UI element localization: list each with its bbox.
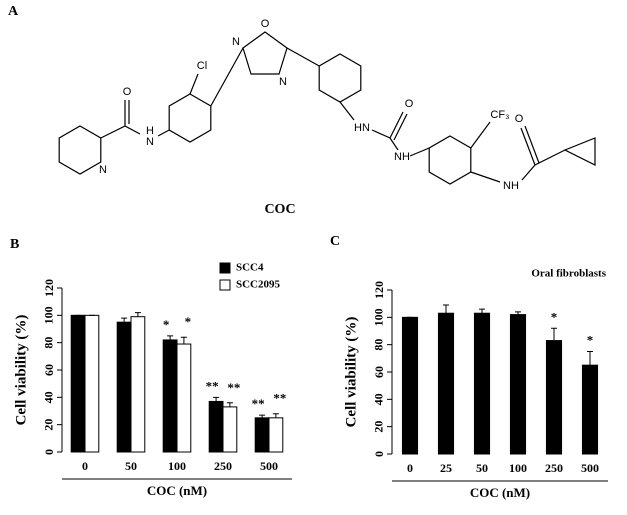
atom-label: N [362,122,370,134]
panel-label: B [10,237,19,252]
y-tick-label: 120 [42,279,56,297]
legend-label: SCC4 [236,262,264,274]
bar [162,339,178,453]
significance-mark: ** [206,378,219,393]
chart-title: Oral fibroblasts [531,268,606,280]
bar [116,321,132,453]
bar [208,400,224,453]
y-tick-label: 80 [372,339,386,351]
y-tick-label: 40 [42,391,56,403]
x-tick-label: 250 [214,459,232,473]
x-tick-label: 25 [440,461,452,475]
error-bar [515,311,521,315]
error-bar [272,413,279,418]
error-bar [167,335,174,340]
chemical-structure: O N H N Cl O N N H N O N H CF₃ N H O [58,18,596,192]
atom-label: N [503,180,511,192]
atom-label: O [515,113,524,125]
x-tick-label: 0 [82,459,88,473]
bar [509,314,527,455]
legend-label: SCC2095 [236,279,281,291]
atom-label: N [394,151,402,163]
legend-swatch [219,262,231,274]
error-bar [121,317,128,323]
x-tick-label: 100 [509,461,527,475]
compound-name: COC [264,202,295,217]
significance-mark: * [163,317,170,332]
atom-label: O [123,86,132,98]
x-tick-label: 50 [125,459,137,473]
bar [545,340,563,455]
bar [222,406,238,453]
atom-label: H [146,125,154,137]
atom-label: H [354,122,362,134]
atom-label: Cl [197,60,207,72]
bar [84,314,100,453]
atom-label: O [405,98,414,110]
error-bar [226,402,233,407]
bar [437,312,455,455]
y-tick-label: 100 [372,308,386,326]
bar [130,316,146,453]
significance-mark: * [185,314,192,329]
error-bar [443,304,449,314]
y-tick-label: 80 [42,337,56,349]
y-axis-label: Cell viability (%) [13,315,29,426]
bar [473,312,491,455]
bar [401,316,419,455]
panel-label: C [330,234,340,249]
bar [176,343,192,453]
x-axis-label: COC (nM) [147,483,207,498]
significance-mark: * [587,332,594,347]
error-bar [259,414,266,418]
bar [254,417,270,453]
y-tick-label: 0 [42,449,56,455]
bar [268,417,284,453]
significance-mark: ** [252,396,265,411]
x-tick-label: 50 [476,461,488,475]
error-bar [551,327,557,341]
error-bar [587,351,593,366]
error-bar [134,312,141,317]
y-tick-label: 40 [372,393,386,405]
atom-label: H [511,180,519,192]
y-tick-label: 20 [42,419,56,431]
atom-label: N [146,136,154,148]
atom-label: H [402,151,410,163]
x-tick-label: 100 [168,459,186,473]
x-tick-label: 500 [581,461,599,475]
error-bar [213,396,220,402]
y-tick-label: 60 [372,366,386,378]
atom-label: N [232,36,240,48]
x-tick-label: 250 [545,461,563,475]
bar [581,364,599,455]
panel-label: A [8,4,19,19]
bar [70,314,86,453]
y-tick-label: 20 [372,421,386,433]
x-tick-label: 500 [260,459,278,473]
y-tick-label: 120 [372,281,386,299]
atom-label: N [99,164,107,176]
y-tick-label: 60 [42,364,56,376]
significance-mark: ** [273,391,286,406]
atom-label: O [261,18,270,30]
error-bar [479,308,485,314]
y-tick-label: 100 [42,306,56,324]
legend-swatch [219,279,231,291]
error-bar [180,336,187,345]
atom-label: N [279,76,287,88]
y-tick-label: 0 [372,451,386,457]
x-tick-label: 0 [407,461,413,475]
significance-mark: ** [227,380,240,395]
x-axis-label: COC (nM) [470,485,530,500]
significance-mark: * [551,309,558,324]
y-axis-label: Cell viability (%) [343,317,359,428]
atom-label: CF₃ [490,109,509,121]
